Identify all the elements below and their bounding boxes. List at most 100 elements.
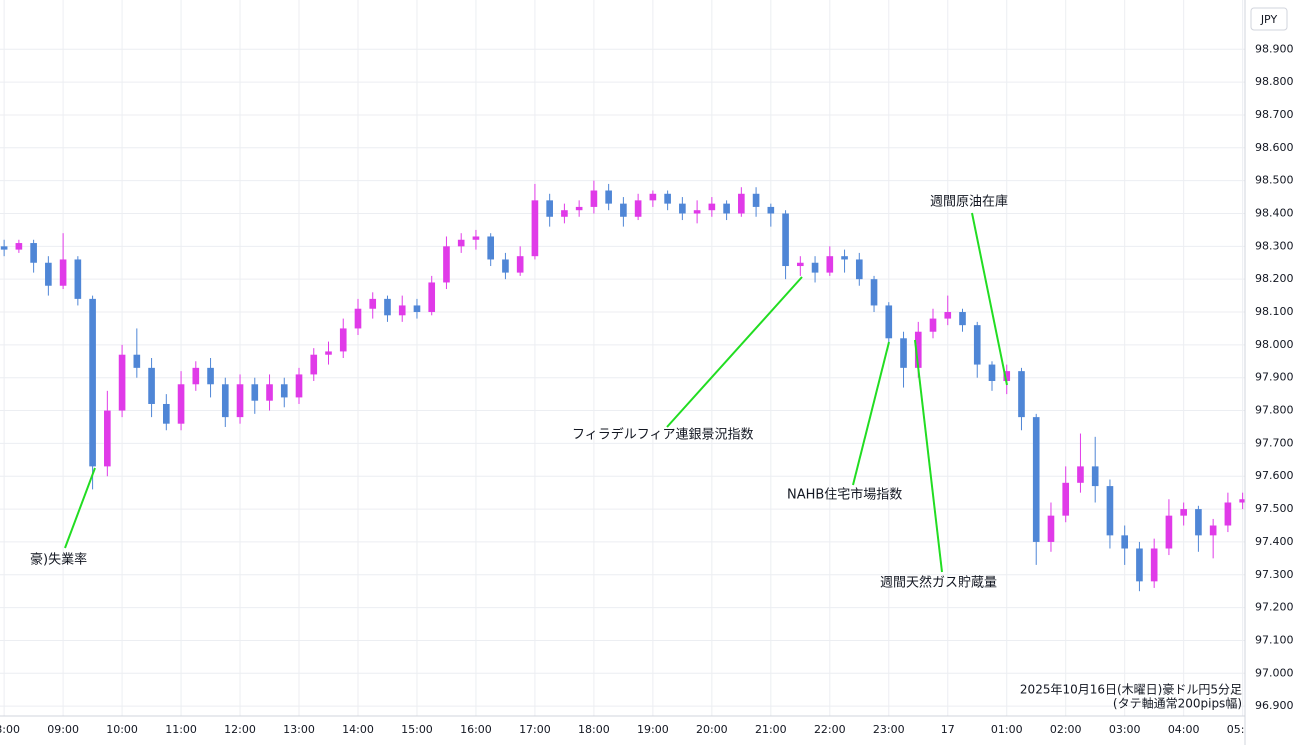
y-tick-label: 98.500 <box>1255 174 1294 187</box>
candle-body <box>325 351 332 355</box>
candle-body <box>929 318 937 332</box>
candle-body <box>796 262 804 267</box>
candle-body <box>1121 535 1129 549</box>
y-tick-label: 97.600 <box>1255 469 1294 482</box>
caption: (タテ軸通常200pips幅) <box>1113 696 1242 711</box>
candle-body <box>679 203 686 214</box>
y-tick-label: 97.300 <box>1255 568 1294 581</box>
candle-body <box>767 206 775 214</box>
candle-body <box>1106 486 1114 536</box>
candle-body <box>546 200 553 217</box>
candle-body <box>148 367 155 404</box>
candle-body <box>826 256 834 273</box>
candle-body <box>89 298 96 467</box>
candle-body <box>74 259 82 299</box>
candle-body <box>472 236 480 240</box>
candle-body <box>15 243 23 250</box>
axes: 96.900 97.000 97.100 97.200 97.300 97.400 97.5… <box>0 42 1294 736</box>
candle-body <box>708 203 716 211</box>
candle-body <box>620 203 627 217</box>
candle-body <box>723 203 730 214</box>
annotation-line <box>64 467 96 549</box>
candle-body <box>1239 499 1245 503</box>
candle-body <box>266 384 273 401</box>
candle-body <box>649 193 657 201</box>
caption: 2025年10月16日(木曜日)豪ドル円5分足 <box>1020 682 1242 697</box>
candle-body <box>192 367 200 385</box>
candle-body <box>384 298 391 316</box>
candle-body <box>30 243 37 263</box>
candle-body <box>561 210 568 217</box>
candle-body <box>1018 371 1025 418</box>
x-tick-label: 14:00 <box>342 723 374 736</box>
y-tick-label: 97.900 <box>1255 371 1294 384</box>
candle-body <box>1091 466 1099 487</box>
y-tick-label: 97.500 <box>1255 502 1294 515</box>
candle-body <box>236 384 244 418</box>
x-tick-label: 09:00 <box>47 723 79 736</box>
x-tick-label: 08:00 <box>0 723 20 736</box>
candle-body <box>973 325 981 365</box>
candle-body <box>221 384 229 418</box>
candle-body <box>133 354 141 368</box>
candle-body <box>162 403 170 424</box>
x-tick-label: 22:00 <box>814 723 846 736</box>
x-tick-label: 05:00 <box>1227 723 1259 736</box>
candle-body <box>914 331 922 368</box>
x-tick-label: 17:00 <box>519 723 551 736</box>
candle-body <box>1077 466 1084 483</box>
candle-body <box>443 246 450 283</box>
y-tick-label: 98.000 <box>1255 338 1294 351</box>
annotation-line <box>852 341 890 486</box>
x-tick-label: 21:00 <box>755 723 787 736</box>
x-axis: 08:00 09:00 10:00 11:00 12:00 13:00 14:00 15:00… <box>0 723 1259 736</box>
candle-body <box>575 206 583 211</box>
x-tick-label: 16:00 <box>460 723 492 736</box>
candle-body <box>251 384 259 401</box>
y-tick-label: 97.400 <box>1255 535 1294 548</box>
candle-body <box>590 190 598 207</box>
y-tick-label: 97.700 <box>1255 436 1294 449</box>
y-tick-label: 98.600 <box>1255 141 1294 154</box>
candle-body <box>841 256 848 260</box>
candle-body <box>605 190 612 204</box>
candle-body <box>310 354 318 375</box>
y-tick-label: 97.000 <box>1255 666 1294 679</box>
y-tick-label: 98.700 <box>1255 108 1294 121</box>
x-tick-label: 18:00 <box>578 723 610 736</box>
candle-body <box>900 338 907 368</box>
candle-body <box>1165 515 1173 549</box>
x-tick-label: 10:00 <box>106 723 138 736</box>
candle-body <box>944 312 952 319</box>
candle-body <box>1224 502 1232 526</box>
candle-body <box>1136 548 1143 582</box>
y-tick-label: 98.200 <box>1255 272 1294 285</box>
candle-body <box>502 259 509 273</box>
x-tick-label: 15:00 <box>401 723 433 736</box>
x-tick-label: 04:00 <box>1168 723 1200 736</box>
candle-body <box>1003 371 1011 381</box>
x-tick-label: 02:00 <box>1050 723 1082 736</box>
annotation-line <box>666 276 803 428</box>
candle-body <box>885 305 893 339</box>
candle-body <box>988 364 996 381</box>
candle-body <box>104 410 111 467</box>
x-tick-label: 11:00 <box>165 723 197 736</box>
candles <box>0 180 1245 592</box>
candle-body <box>870 279 878 306</box>
candle-body <box>45 262 52 286</box>
candle-body <box>354 308 362 329</box>
candle-body <box>413 305 421 313</box>
candle-body <box>811 262 819 273</box>
candle-body <box>369 298 377 309</box>
x-tick-label: 17 <box>941 723 955 736</box>
candle-body <box>207 367 214 385</box>
candle-body <box>959 312 966 326</box>
candle-body <box>457 239 465 247</box>
candle-body <box>177 384 185 424</box>
y-tick-label: 98.100 <box>1255 305 1294 318</box>
candle-body <box>855 259 863 280</box>
